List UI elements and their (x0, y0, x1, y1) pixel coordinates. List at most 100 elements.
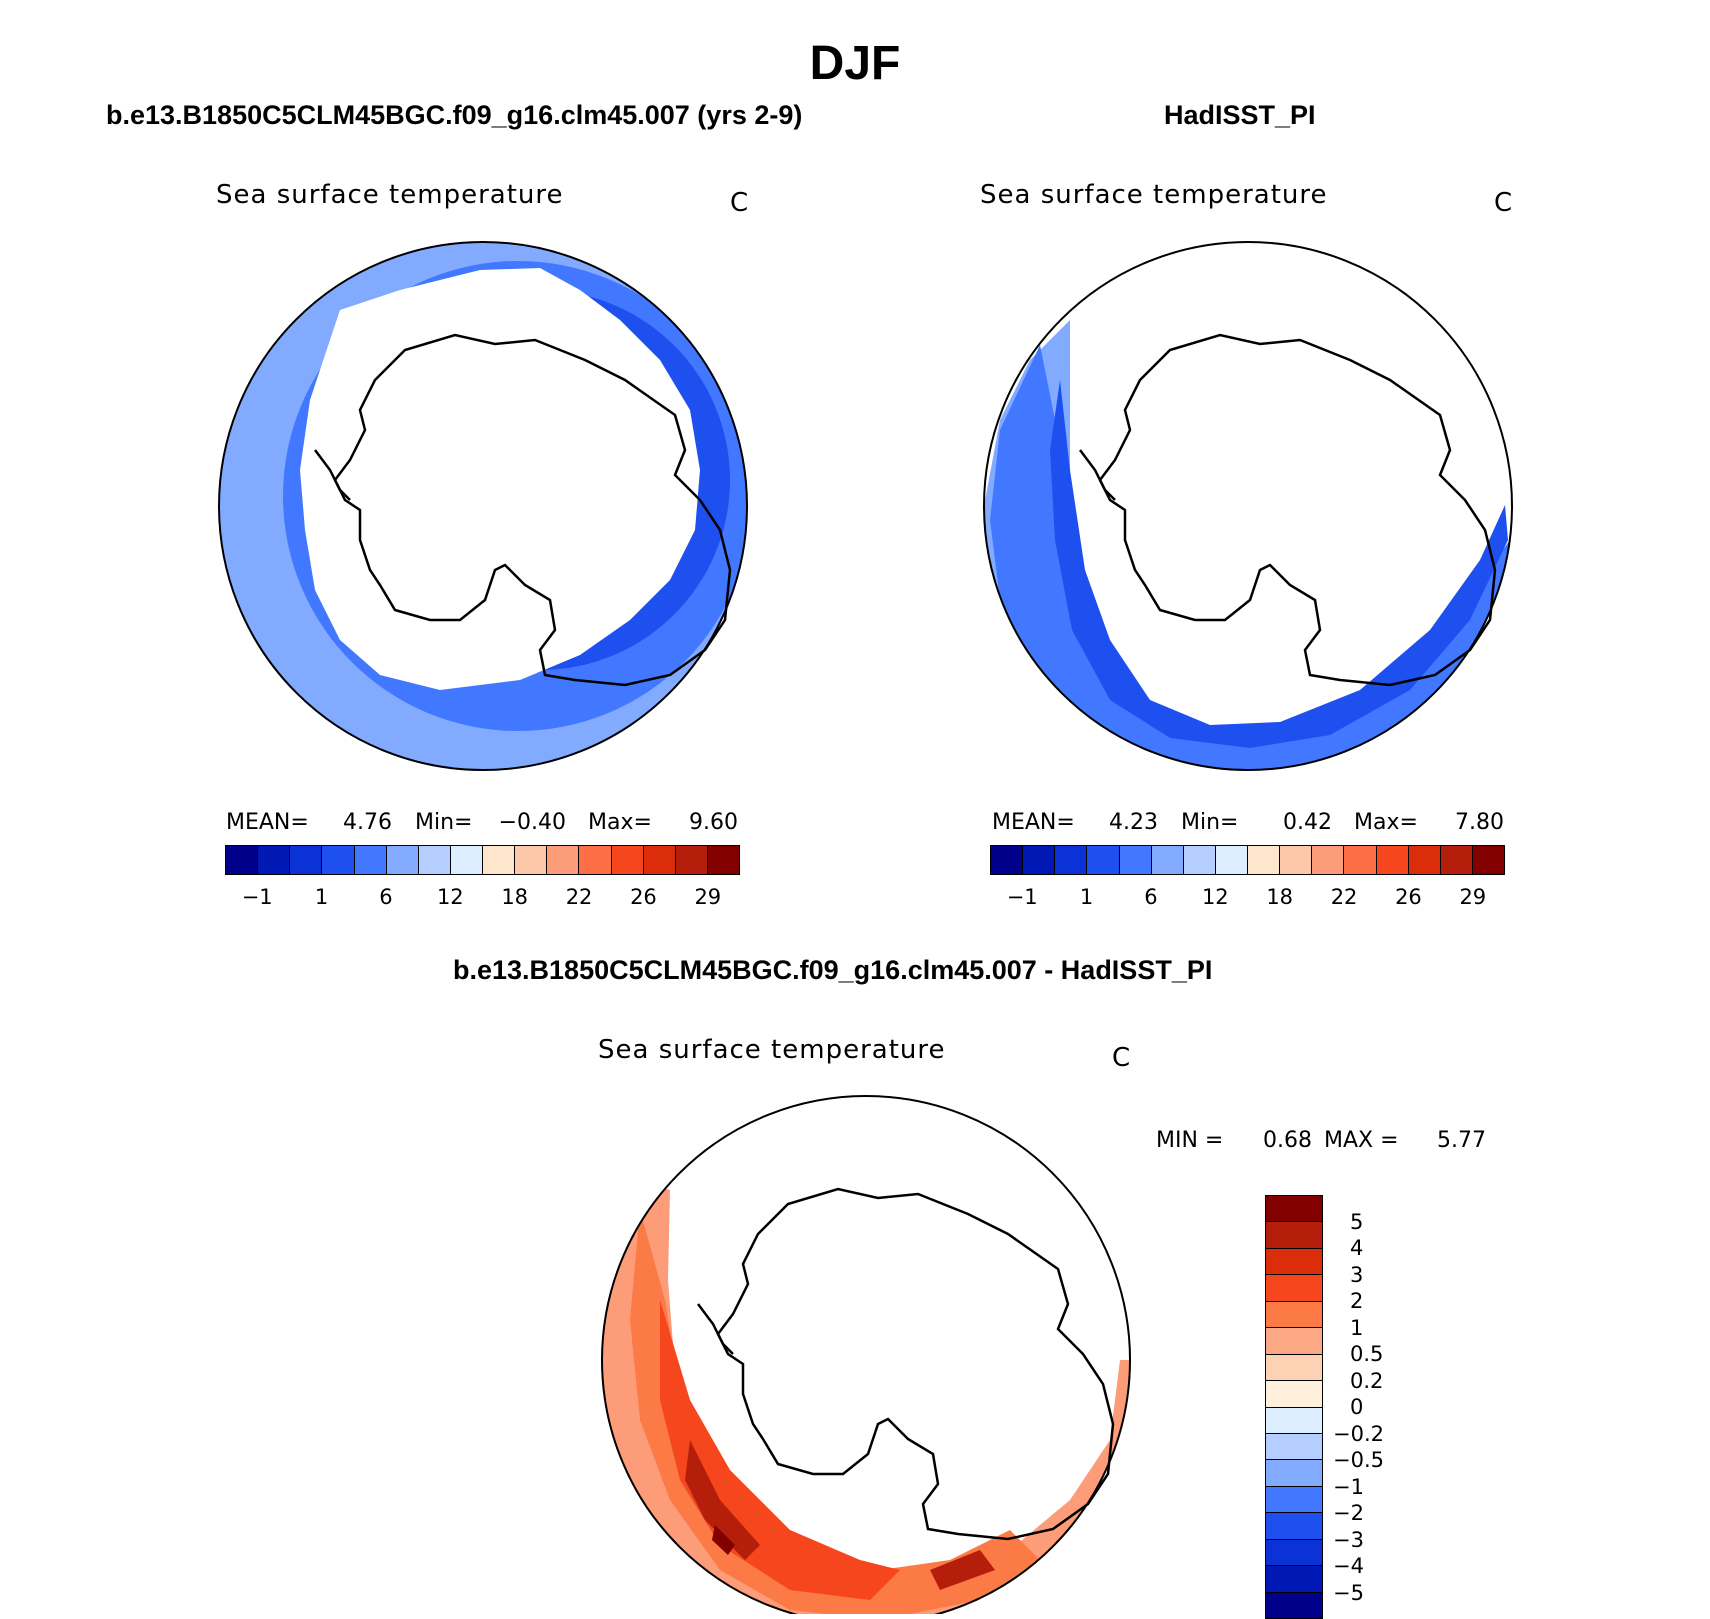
panel2-colorbar-tick-label: 6 (1144, 885, 1158, 909)
panel3-colorbar-swatch (1266, 1486, 1322, 1514)
panel1-colorbar-swatch (547, 846, 580, 874)
panel1-map (218, 241, 748, 771)
panel2-colorbar-swatch (1248, 846, 1281, 874)
panel1-colorbar-tick-label: 6 (379, 885, 393, 909)
panel3-colorbar-swatch (1266, 1275, 1322, 1302)
panel3-colorbar-swatch (1266, 1407, 1322, 1434)
panel1-min-value: −0.40 (498, 810, 566, 835)
panel1-colorbar-swatch (611, 846, 644, 874)
panel3-colorbar-tick-label: 1 (1350, 1315, 1364, 1340)
panel3-colorbar-swatch (1266, 1566, 1322, 1593)
panel3-colorbar-swatch (1266, 1539, 1322, 1567)
panel1-colorbar-tick-label: −1 (241, 885, 273, 909)
panel2-colorbar-swatch (1055, 846, 1088, 874)
panel2-colorbar (990, 845, 1505, 875)
panel2-colorbar-tick-label: 12 (1201, 885, 1229, 909)
panel1-max-value: 9.60 (689, 810, 738, 835)
panel1-mean-value: 4.76 (343, 810, 392, 835)
panel2-mean-label: MEAN= (992, 810, 1075, 835)
panel3-colorbar-swatch (1266, 1592, 1322, 1618)
panel3-title: b.e13.B1850C5CLM45BGC.f09_g16.clm45.007 … (453, 955, 1213, 985)
panel3-colorbar-swatch (1266, 1460, 1322, 1487)
panel2-max-value: 7.80 (1455, 810, 1504, 835)
panel2-min-value: 0.42 (1283, 810, 1332, 835)
panel3-colorbar-swatch (1266, 1513, 1322, 1540)
panel3-colorbar-tick-label: −3 (1333, 1527, 1364, 1552)
panel3-colorbar-tick-label: 0.2 (1350, 1368, 1384, 1393)
panel3-colorbar-swatch (1266, 1433, 1322, 1461)
panel1-colorbar-tick-label: 18 (501, 885, 529, 909)
panel3-colorbar-swatch (1266, 1222, 1322, 1249)
panel3-min-value: 0.68 (1263, 1128, 1312, 1153)
panel2-colorbar-swatch (1087, 846, 1120, 874)
panel3-colorbar-tick-label: −4 (1333, 1554, 1364, 1578)
panel2-colorbar-swatch (1183, 846, 1216, 874)
panel2-colorbar-tick-label: 1 (1079, 885, 1094, 909)
panel2-colorbar-swatch (1280, 846, 1313, 874)
panel2-colorbar-swatch (1472, 846, 1504, 874)
panel1-colorbar-swatch (226, 846, 259, 874)
panel2-colorbar-swatch (1408, 846, 1441, 874)
panel2-map (983, 241, 1513, 771)
panel3-colorbar-tick-label: 4 (1350, 1236, 1364, 1260)
panel3-colorbar-tick-label: −2 (1333, 1501, 1364, 1525)
panel2-colorbar-tick-label: 29 (1459, 885, 1487, 909)
panel1-colorbar-swatch (418, 846, 451, 874)
panel3-max-label: MAX = (1324, 1128, 1399, 1153)
panel2-colorbar-swatch (1215, 846, 1248, 874)
panel1-colorbar-tick-label: 26 (630, 885, 657, 909)
panel3-colorbar-swatch (1266, 1301, 1322, 1329)
panel2-colorbar-tick-label: 22 (1330, 885, 1358, 909)
panel2-title: HadISST_PI (1164, 100, 1316, 130)
panel1-colorbar-swatch (322, 846, 355, 874)
panel3-max-value: 5.77 (1437, 1128, 1486, 1153)
panel1-colorbar (225, 845, 740, 875)
panel3-colorbar-tick-label: −0.2 (1333, 1421, 1384, 1446)
panel2-mean-value: 4.23 (1109, 810, 1158, 835)
panel1-colorbar-swatch (515, 846, 548, 874)
panel2-units-label: C (1494, 188, 1513, 218)
panel2-colorbar-swatch (1376, 846, 1409, 874)
panel1-colorbar-swatch (258, 846, 291, 874)
panel3-colorbar-swatch (1266, 1196, 1322, 1223)
panel2-max-label: Max= (1354, 810, 1418, 835)
panel1-colorbar-tick-label: 12 (436, 885, 464, 909)
panel1-colorbar-swatch (707, 846, 739, 874)
panel1-colorbar-tick-label: 29 (694, 885, 722, 909)
panel1-mean-label: MEAN= (226, 810, 309, 835)
panel1-colorbar-swatch (386, 846, 419, 874)
panel2-colorbar-swatch (1023, 846, 1056, 874)
panel2-colorbar-tick-label: 26 (1395, 885, 1422, 909)
panel3-map (601, 1095, 1131, 1614)
panel3-colorbar-tick-label: −5 (1333, 1580, 1364, 1605)
panel1-colorbar-tick-label: 22 (565, 885, 593, 909)
panel1-colorbar-swatch (483, 846, 516, 874)
panel2-colorbar-swatch (1119, 846, 1152, 874)
panel3-colorbar-swatch (1266, 1328, 1322, 1355)
panel2-colorbar-tick-label: 18 (1266, 885, 1294, 909)
panel3-min-label: MIN = (1156, 1128, 1224, 1153)
panel2-colorbar-swatch (1344, 846, 1377, 874)
panel3-units-label: C (1112, 1043, 1131, 1073)
panel3-colorbar-tick-label: −1 (1333, 1474, 1364, 1499)
panel3-colorbar-tick-label: 2 (1350, 1289, 1364, 1313)
panel1-title: b.e13.B1850C5CLM45BGC.f09_g16.clm45.007 … (106, 100, 803, 130)
panel1-colorbar-swatch (450, 846, 483, 874)
panel2-colorbar-swatch (1151, 846, 1184, 874)
panel3-colorbar-tick-label: 0 (1350, 1395, 1364, 1419)
panel3-variable-label: Sea surface temperature (598, 1035, 946, 1065)
panel2-variable-label: Sea surface temperature (980, 180, 1328, 210)
panel1-min-label: Min= (415, 810, 473, 835)
panel2-colorbar-swatch (1440, 846, 1473, 874)
panel1-colorbar-swatch (579, 846, 612, 874)
panel1-colorbar-swatch (290, 846, 323, 874)
panel2-colorbar-tick-label: −1 (1006, 885, 1038, 909)
main-title: DJF (809, 37, 901, 90)
panel3-colorbar (1265, 1195, 1323, 1619)
panel2-colorbar-swatch (991, 846, 1024, 874)
panel1-max-label: Max= (588, 810, 652, 835)
panel2-colorbar-swatch (1312, 846, 1345, 874)
panel3-colorbar-tick-label: 3 (1350, 1262, 1364, 1287)
panel1-colorbar-tick-label: 1 (314, 885, 329, 909)
